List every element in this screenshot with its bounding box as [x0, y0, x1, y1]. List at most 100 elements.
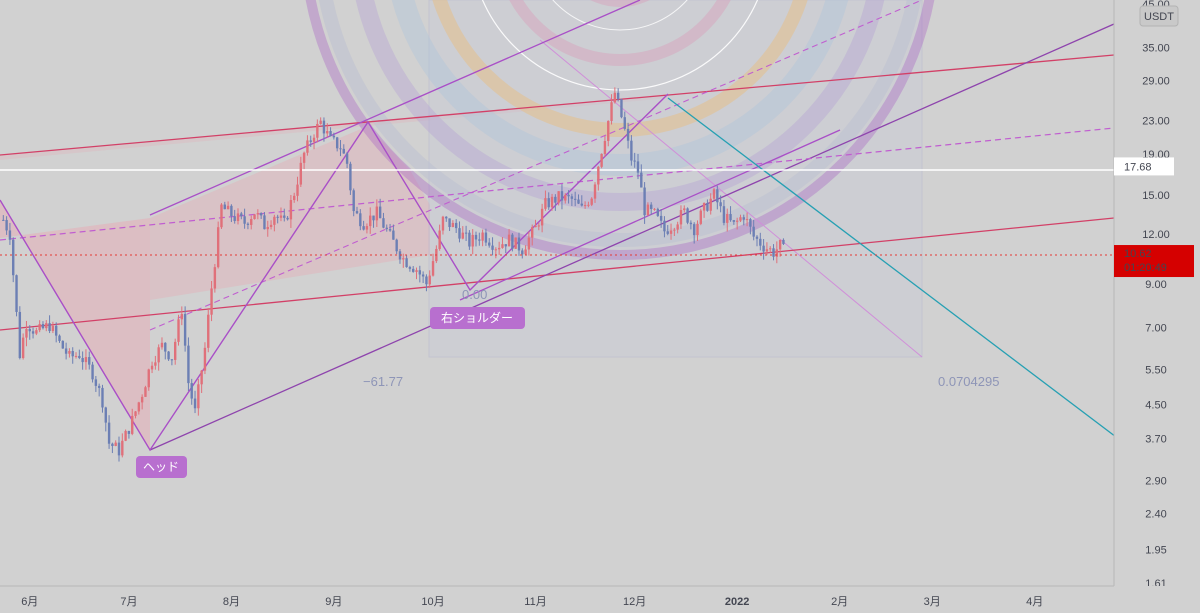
tag-head[interactable]: ヘッド: [136, 456, 187, 478]
candle: [719, 195, 722, 213]
candle: [226, 201, 230, 210]
candle: [299, 156, 303, 187]
candle: [131, 408, 134, 436]
candle: [752, 219, 755, 241]
candle: [5, 216, 8, 235]
candle: [177, 314, 180, 346]
candle: [286, 216, 289, 221]
y-tick-label: 29.00: [1142, 75, 1170, 87]
candle: [21, 333, 25, 360]
candle: [580, 195, 583, 207]
tag-right-shoulder[interactable]: 右ショルダー: [430, 307, 525, 329]
candle: [134, 410, 137, 419]
candle: [12, 237, 15, 283]
x-tick-label: 6月: [21, 596, 38, 608]
candle: [412, 266, 415, 273]
candle: [527, 231, 531, 256]
candle: [180, 306, 184, 326]
candle: [716, 185, 719, 210]
currency-badge[interactable]: USDT: [1139, 5, 1179, 27]
candle: [203, 342, 207, 375]
plot-area[interactable]: [0, 0, 1114, 586]
purple-neckline: [149, 23, 1114, 451]
candle: [88, 351, 91, 370]
candle: [603, 135, 607, 157]
candle: [137, 401, 141, 415]
candle: [15, 274, 18, 317]
candle: [616, 88, 620, 102]
candle: [117, 436, 121, 462]
candle: [772, 244, 775, 261]
candle: [322, 117, 326, 142]
candle: [193, 390, 197, 414]
candle: [246, 222, 250, 230]
candle: [550, 193, 554, 211]
y-tick-label: 23.00: [1142, 116, 1170, 128]
candle: [544, 190, 547, 211]
fib-label-zero: 0.00: [462, 287, 487, 302]
candle: [309, 135, 312, 147]
candle: [643, 182, 646, 224]
candle: [306, 135, 309, 156]
price-badge: 10.62 01:20:49: [1114, 245, 1194, 278]
time-axis[interactable]: 6月 7月 8月 9月 10月 11月 12月 2022 2月 3月 4月: [0, 585, 1200, 613]
y-tick-label: 1.95: [1145, 545, 1166, 557]
candle: [451, 220, 455, 228]
candle: [739, 214, 742, 222]
candle: [213, 263, 217, 293]
candle: [650, 202, 653, 215]
candle: [517, 232, 521, 256]
candle: [259, 212, 263, 219]
candle: [111, 442, 114, 454]
candle: [669, 223, 673, 240]
countdown-value: 01:20:49: [1124, 262, 1167, 274]
candle: [494, 247, 498, 259]
candle: [636, 153, 640, 180]
fib-box: [428, 0, 923, 358]
candle: [51, 321, 55, 334]
candle: [564, 193, 567, 204]
candle: [8, 222, 12, 245]
candle: [759, 232, 762, 251]
candle: [167, 350, 170, 361]
candle: [355, 206, 359, 215]
candle: [256, 209, 260, 220]
candle: [378, 198, 382, 219]
red-trendline-lower: [0, 217, 1114, 331]
y-tick-label: 2.90: [1145, 476, 1166, 488]
candle: [679, 205, 683, 229]
candle: [207, 308, 210, 353]
candle: [461, 226, 464, 240]
candle: [673, 227, 676, 237]
x-tick-labels: 6月 7月 8月 9月 10月 11月 12月 2022 2月 3月 4月: [21, 596, 1043, 608]
x-tick-label: 2022: [725, 596, 749, 608]
candle: [273, 214, 276, 232]
candle: [593, 182, 597, 203]
candle: [491, 237, 494, 256]
candle: [607, 120, 610, 147]
candle: [233, 209, 236, 224]
candle: [458, 221, 461, 243]
candle: [48, 315, 51, 334]
x-tick-label: 9月: [325, 596, 342, 608]
candle: [375, 199, 379, 227]
price-axis[interactable]: 45.0035.0029.0023.0019.0015.0012.009.007…: [1113, 0, 1200, 613]
candle: [104, 406, 107, 432]
candle: [35, 327, 38, 336]
y-tick-label: 35.00: [1142, 43, 1170, 55]
candle: [722, 199, 726, 226]
candle: [742, 214, 745, 226]
candle: [468, 230, 471, 250]
candle: [84, 349, 88, 370]
y-tick-label: 3.70: [1145, 433, 1166, 445]
candle: [749, 217, 752, 235]
candle: [385, 224, 388, 232]
candle: [448, 218, 451, 231]
candle: [726, 208, 729, 232]
candle: [438, 224, 441, 251]
candle: [335, 136, 339, 152]
candle: [329, 127, 332, 137]
candle: [319, 117, 322, 125]
